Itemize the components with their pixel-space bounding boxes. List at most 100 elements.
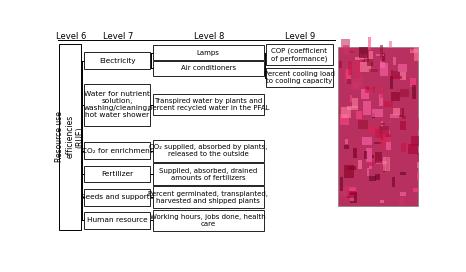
FancyBboxPatch shape [152,45,264,60]
Bar [400,121,405,131]
Bar [375,174,380,180]
Bar [380,200,384,203]
Bar [380,45,383,57]
Bar [389,121,394,123]
FancyBboxPatch shape [266,68,333,87]
Bar [369,162,374,166]
FancyBboxPatch shape [84,143,151,159]
Bar [411,48,413,51]
Bar [393,108,402,115]
Bar [382,130,390,135]
Bar [340,177,343,191]
Bar [340,114,350,125]
Bar [400,172,406,175]
Bar [357,120,368,129]
Bar [413,188,420,192]
Bar [418,172,422,180]
Bar [380,63,388,76]
Bar [361,89,369,100]
Bar [369,162,372,169]
Bar [380,87,383,98]
Bar [357,142,359,155]
Bar [372,155,374,158]
FancyBboxPatch shape [84,188,151,206]
Bar [391,76,393,89]
Bar [370,69,378,72]
Bar [386,134,391,142]
Bar [410,78,416,87]
Text: Fertilizer: Fertilizer [101,171,133,177]
Bar [376,54,384,56]
Bar [344,145,350,149]
Text: Percent cooling load
to cooling capacity: Percent cooling load to cooling capacity [264,71,335,84]
Bar [367,59,373,66]
FancyBboxPatch shape [59,44,81,230]
Bar [391,70,393,80]
Bar [386,137,391,150]
Bar [359,74,363,87]
Bar [347,79,352,84]
Bar [392,177,395,187]
Bar [366,148,372,162]
Bar [368,126,376,133]
Bar [347,191,356,198]
FancyBboxPatch shape [152,209,264,231]
FancyBboxPatch shape [266,44,333,65]
Bar [344,71,350,82]
Bar [363,101,371,115]
Text: Level 6: Level 6 [56,32,86,41]
Bar [382,53,385,62]
Bar [380,134,386,148]
Bar [408,144,418,154]
Bar [398,197,404,205]
Bar [346,69,351,79]
Bar [356,111,362,119]
Bar [417,153,420,162]
Bar [341,107,351,118]
Bar [345,138,348,144]
Bar [400,192,405,196]
Text: Level 9: Level 9 [285,32,315,41]
Bar [381,121,384,127]
FancyBboxPatch shape [152,61,264,76]
Bar [400,89,409,97]
Bar [389,41,391,48]
Text: Lamps: Lamps [197,50,220,55]
Bar [390,114,399,118]
Bar [411,136,419,146]
Bar [360,61,371,72]
Bar [343,45,349,55]
Text: Level 7: Level 7 [103,32,133,41]
FancyBboxPatch shape [152,163,264,185]
Bar [355,67,361,77]
Bar [358,160,362,169]
Bar [364,151,367,159]
Bar [412,85,417,99]
Bar [367,87,373,90]
Bar [397,64,407,72]
Bar [411,49,418,53]
Bar [362,137,371,145]
Text: Air conditioners: Air conditioners [181,65,236,71]
FancyBboxPatch shape [84,166,151,183]
Text: Transpired water by plants and
percent recycled water in the PFAL: Transpired water by plants and percent r… [148,98,269,112]
Bar [402,116,405,119]
Bar [348,61,352,75]
Bar [381,129,384,140]
Bar [392,76,402,79]
Bar [372,113,375,118]
Bar [417,119,425,130]
Bar [339,61,343,68]
Bar [360,59,363,65]
Text: Water for nutrient
solution,
washing/cleaning,
hot water shower: Water for nutrient solution, washing/cle… [84,91,151,118]
Bar [383,166,385,172]
Text: Electricity: Electricity [99,58,136,64]
Bar [375,129,382,138]
Bar [343,115,348,118]
Bar [393,57,397,65]
Bar [350,195,354,201]
Bar [338,47,418,206]
Text: Resource use
efficiencies
(RUE): Resource use efficiencies (RUE) [55,112,84,162]
Bar [375,152,382,163]
Text: CO₂ for enrichment: CO₂ for enrichment [82,148,152,154]
